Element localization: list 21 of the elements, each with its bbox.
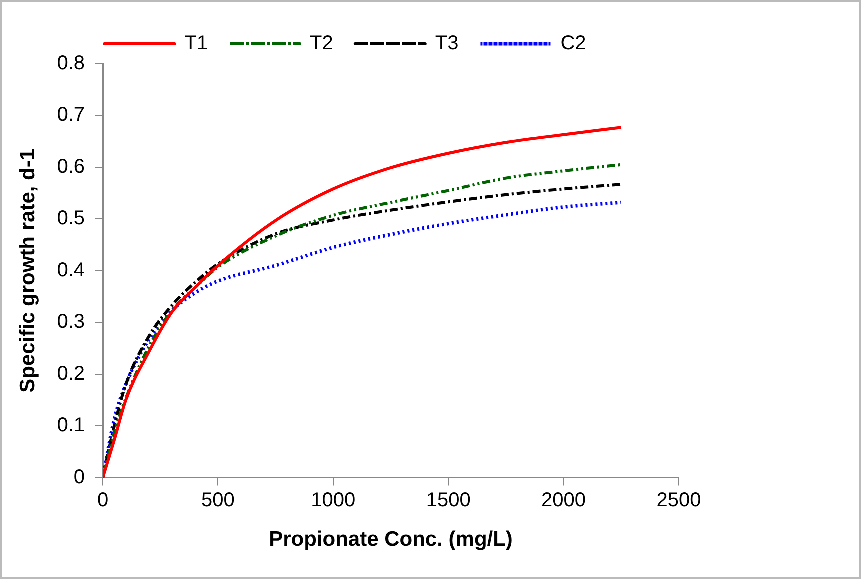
x-tick-label: 0 xyxy=(97,489,109,512)
legend-label: T2 xyxy=(310,32,334,55)
y-tick-label: 0 xyxy=(74,466,86,488)
y-tick-label: 0.2 xyxy=(57,362,86,385)
x-axis-title: Propionate Conc. (mg/L) xyxy=(269,528,513,552)
y-tick-label: 0.1 xyxy=(57,414,86,437)
y-tick-label: 0.3 xyxy=(57,311,86,334)
y-tick-label: 0.6 xyxy=(57,156,86,178)
x-tick-label: 2500 xyxy=(656,489,702,512)
y-tick-label: 0.8 xyxy=(57,52,86,75)
y-tick-label: 0.7 xyxy=(57,104,86,126)
y-tick-label: 0.4 xyxy=(57,259,86,282)
x-tick-label: 500 xyxy=(202,489,235,512)
y-tick-label: 0.5 xyxy=(57,208,86,230)
y-axis-title: Specific growth rate, d-1 xyxy=(16,148,40,393)
legend-label: T1 xyxy=(184,32,208,55)
x-tick-label: 2000 xyxy=(542,489,586,512)
x-tick-label: 1500 xyxy=(426,489,471,512)
x-tick-label: 1000 xyxy=(311,489,356,512)
legend-label: C2 xyxy=(560,32,586,55)
legend-label: T3 xyxy=(435,32,459,55)
